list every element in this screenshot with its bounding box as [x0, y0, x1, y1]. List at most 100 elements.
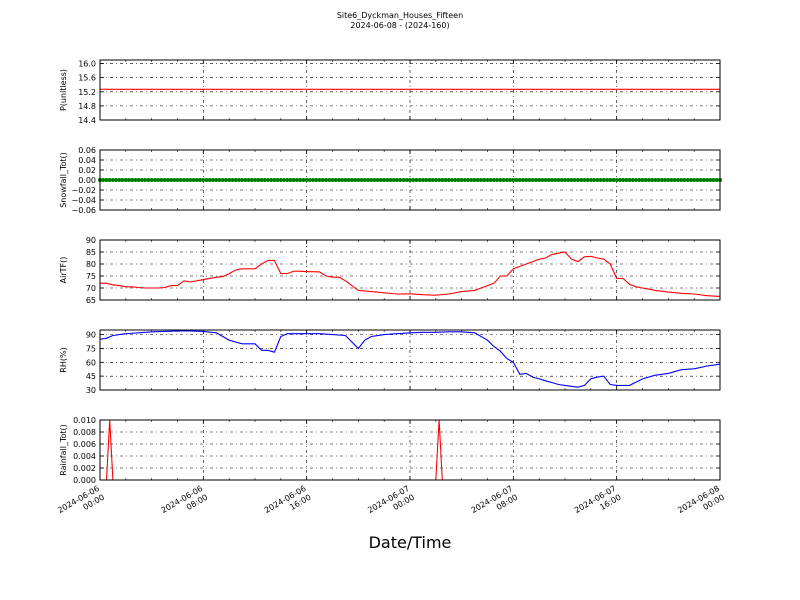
data-point: [433, 178, 438, 182]
data-point: [130, 178, 135, 182]
data-point: [679, 178, 684, 182]
data-point: [595, 178, 600, 182]
y-tick-label: 15.2: [78, 88, 96, 97]
data-point: [194, 178, 199, 182]
data-point: [395, 178, 400, 182]
data-point: [240, 178, 245, 182]
data-point: [307, 178, 312, 182]
data-point: [459, 178, 464, 182]
data-point: [553, 178, 558, 182]
data-point: [643, 178, 648, 182]
data-point: [304, 178, 309, 182]
x-tick-label: 2024-06-0716:00: [573, 484, 623, 524]
data-point: [563, 178, 567, 182]
data-point: [191, 178, 196, 182]
data-point: [327, 178, 332, 182]
data-point: [646, 178, 651, 182]
data-point: [495, 178, 500, 182]
data-point: [588, 178, 593, 182]
data-point: [469, 178, 474, 182]
data-point: [411, 178, 416, 182]
data-point: [362, 178, 367, 182]
data-point: [211, 178, 216, 182]
data-point: [139, 178, 144, 182]
data-point: [398, 178, 403, 182]
data-point: [592, 178, 597, 182]
data-point: [650, 178, 655, 182]
data-point: [420, 178, 425, 182]
data-point: [698, 178, 703, 182]
y-tick-label: 70: [86, 284, 96, 293]
data-point: [530, 178, 535, 182]
y-tick-label: −0.06: [71, 206, 96, 215]
data-point: [475, 178, 480, 182]
data-point: [443, 178, 448, 182]
data-point: [692, 178, 697, 182]
data-point: [236, 178, 241, 182]
data-point: [178, 178, 183, 182]
data-point: [165, 178, 170, 182]
data-point: [630, 178, 635, 182]
data-point: [188, 178, 193, 182]
data-point: [162, 178, 167, 182]
data-point: [659, 178, 664, 182]
plot-frame: [99, 329, 721, 391]
data-point: [663, 178, 668, 182]
data-point: [333, 178, 338, 182]
data-point: [243, 178, 248, 182]
data-point: [378, 178, 383, 182]
data-point: [301, 178, 306, 182]
data-point: [676, 178, 681, 182]
data-point: [627, 178, 632, 182]
data-point: [417, 178, 422, 182]
data-point: [256, 178, 261, 182]
data-point: [246, 178, 251, 182]
data-point: [514, 178, 519, 182]
data-point: [346, 178, 351, 182]
data-point: [608, 178, 613, 182]
data-point: [356, 178, 361, 182]
data-point: [688, 178, 693, 182]
y-tick-label: 75: [86, 272, 96, 281]
data-point: [330, 178, 335, 182]
y-tick-label: 0.004: [73, 452, 96, 461]
data-point: [501, 178, 506, 182]
data-point: [233, 178, 238, 182]
data-point: [482, 178, 487, 182]
data-point: [146, 178, 151, 182]
data-point: [575, 178, 580, 182]
y-tick-label: 15.6: [78, 74, 96, 83]
data-point: [282, 178, 287, 182]
data-point: [294, 178, 299, 182]
y-axis-label: P(unitless): [59, 69, 68, 111]
data-point: [275, 178, 280, 182]
data-point: [114, 178, 119, 182]
data-point: [314, 178, 319, 182]
data-point: [298, 178, 303, 182]
data-point: [391, 178, 396, 182]
data-point: [285, 178, 290, 182]
data-point: [711, 178, 716, 182]
data-point: [708, 178, 713, 182]
x-axis-label: Date/Time: [368, 533, 452, 552]
data-point: [408, 178, 412, 182]
data-point: [634, 178, 639, 182]
data-point: [533, 178, 538, 182]
data-point: [181, 178, 186, 182]
data-point: [349, 178, 354, 182]
data-point: [343, 178, 348, 182]
data-point: [117, 178, 122, 182]
data-point: [456, 178, 461, 182]
x-tick-label: 2024-06-0600:00: [56, 484, 106, 524]
y-tick-label: 0.002: [73, 464, 96, 473]
data-point: [579, 178, 584, 182]
y-axis-label: RH(%): [59, 347, 68, 372]
data-point: [404, 178, 409, 182]
data-point: [353, 178, 358, 182]
y-tick-label: 0.010: [73, 416, 96, 425]
y-tick-label: 80: [86, 260, 96, 269]
data-point: [385, 178, 390, 182]
data-point: [695, 178, 700, 182]
data-point: [524, 178, 529, 182]
data-point: [317, 178, 322, 182]
